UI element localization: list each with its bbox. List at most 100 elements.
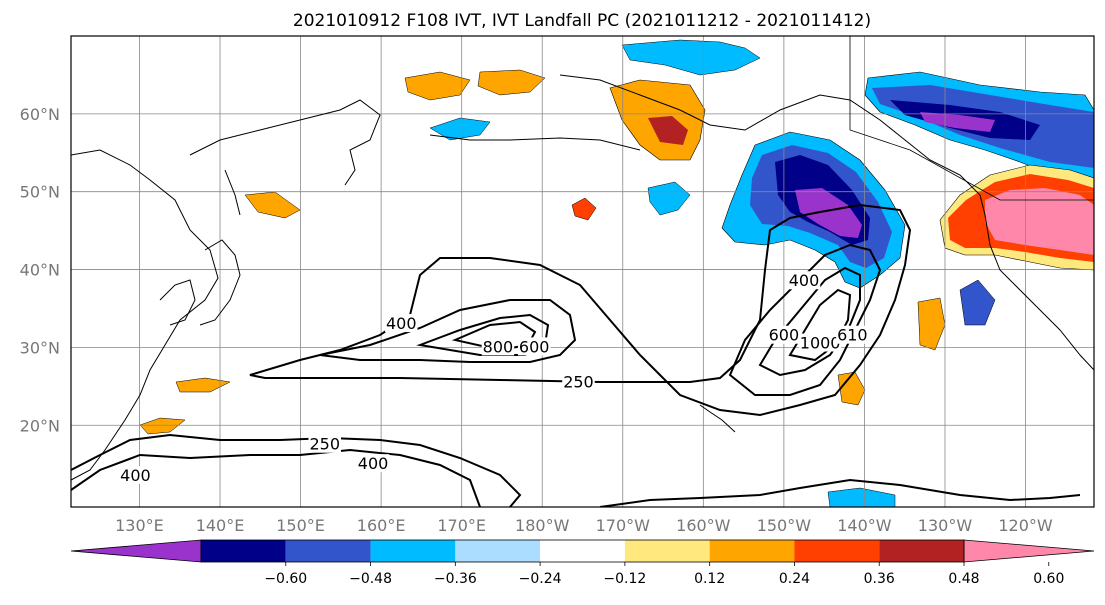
contour-label: 600 bbox=[769, 326, 800, 345]
longitude-label: 160°E bbox=[357, 516, 406, 535]
coastline-east-asia bbox=[71, 149, 219, 481]
negative-anomaly-british-columbia-max bbox=[920, 112, 995, 132]
colorbar-tick-label: 0.48 bbox=[948, 571, 979, 587]
positive-anomaly-japan-east bbox=[244, 191, 301, 219]
colorbar-extend-high bbox=[963, 539, 1095, 563]
coastline-kamchatka-siberia bbox=[189, 99, 381, 186]
contour-east-max bbox=[788, 288, 852, 362]
coastline-korea bbox=[159, 279, 196, 326]
coastline-aleutians bbox=[429, 134, 641, 151]
contour-east-far bbox=[599, 478, 1081, 507]
colorbar-segment bbox=[370, 540, 456, 562]
colorbar-segment bbox=[285, 540, 371, 562]
longitude-labels: 130°E 140°E 150°E 160°E 170°E 180°W 170°W 160°W… bbox=[115, 516, 1053, 535]
shading-layer bbox=[139, 39, 1094, 507]
colorbar-tick-label: 0.12 bbox=[694, 571, 725, 587]
latitude-label: 40°N bbox=[20, 261, 60, 280]
coastline-japan bbox=[199, 239, 241, 326]
contour-400-west bbox=[319, 299, 577, 363]
contour-label-bg bbox=[767, 325, 801, 344]
colorbar-tick-label: 0.60 bbox=[1033, 571, 1064, 587]
longitude-label: 130°W bbox=[918, 516, 973, 535]
longitude-label: 160°W bbox=[676, 516, 731, 535]
contour-label: 400 bbox=[358, 454, 389, 473]
longitude-label: 170°E bbox=[437, 516, 486, 535]
latitude-label: 30°N bbox=[20, 338, 60, 357]
latitude-label: 20°N bbox=[20, 416, 60, 435]
positive-anomaly-subarctic bbox=[404, 71, 471, 101]
positive-anomaly-subtropics-east-2 bbox=[917, 297, 946, 351]
colorbar-segment bbox=[709, 540, 795, 562]
positive-anomaly-bering-core bbox=[648, 116, 688, 145]
longitude-label: 120°W bbox=[998, 516, 1053, 535]
contour-label-bg bbox=[385, 314, 418, 333]
longitude-label: 170°W bbox=[596, 516, 651, 535]
map-title: 2021010912 F108 IVT, IVT Landfall PC (20… bbox=[293, 11, 871, 31]
contour-east-core bbox=[758, 266, 861, 377]
negative-anomaly-mid-pacific bbox=[647, 181, 691, 216]
latitude-label: 50°N bbox=[20, 183, 60, 202]
positive-anomaly-subtropics-east bbox=[837, 371, 866, 406]
contour-label-bg bbox=[119, 465, 152, 484]
longitude-label: 150°W bbox=[757, 516, 812, 535]
contour-label-bg bbox=[836, 325, 869, 344]
border-canada-us bbox=[849, 36, 1094, 201]
longitude-label: 140°W bbox=[837, 516, 892, 535]
contour-label: 1000 bbox=[800, 334, 841, 353]
contour-east-inner bbox=[728, 243, 882, 396]
positive-anomaly-central bbox=[571, 197, 597, 221]
colorbar-tick-label: −0.12 bbox=[603, 571, 646, 587]
coastline-sakhalin bbox=[224, 169, 241, 216]
contour-250-west bbox=[249, 203, 912, 417]
colorbar-tick-label: −0.36 bbox=[434, 571, 477, 587]
colorbar-segment bbox=[455, 540, 541, 562]
latitude-labels: 60°N 50°N 40°N 30°N 20°N bbox=[20, 105, 60, 435]
colorbar-tick-label: 0.24 bbox=[779, 571, 810, 587]
colorbar-segment bbox=[201, 540, 286, 562]
longitude-label: 150°E bbox=[276, 516, 325, 535]
longitude-label: 180°W bbox=[515, 516, 570, 535]
latitude-label: 60°N bbox=[20, 105, 60, 124]
contour-label: 600 bbox=[519, 337, 550, 356]
negative-anomaly-gulf-of-alaska-max bbox=[795, 188, 862, 238]
contour-label: 800 bbox=[483, 337, 514, 356]
contour-label-bg bbox=[517, 337, 551, 356]
contour-label-bg bbox=[308, 434, 341, 453]
longitude-label: 140°E bbox=[196, 516, 245, 535]
coastline-hawaii bbox=[699, 404, 736, 433]
contour-label: 400 bbox=[789, 271, 820, 290]
contour-label: 250 bbox=[309, 435, 340, 454]
contour-label-bg bbox=[356, 454, 390, 473]
colorbar-frame bbox=[200, 539, 965, 563]
contour-label: 400 bbox=[386, 314, 417, 333]
map-frame bbox=[70, 35, 1095, 508]
negative-anomaly-mexico-coast bbox=[959, 279, 996, 326]
contour-label: 250 bbox=[563, 372, 594, 391]
colorbar-tick-label: 0.36 bbox=[864, 571, 895, 587]
contour-label: 400 bbox=[120, 466, 151, 485]
colorbar-segment bbox=[879, 540, 964, 562]
coastlines bbox=[71, 36, 1094, 481]
contour-label-bg bbox=[799, 333, 842, 352]
negative-anomaly-sea-of-okhotsk bbox=[429, 117, 491, 141]
longitude-label: 130°E bbox=[115, 516, 164, 535]
negative-anomaly-southeast bbox=[827, 487, 896, 507]
positive-anomaly-west-tropics bbox=[139, 417, 186, 435]
coastline-alaska bbox=[559, 74, 1094, 371]
graticule bbox=[71, 36, 1094, 507]
colorbar-tick-label: −0.60 bbox=[264, 571, 307, 587]
colorbar-tick-label: −0.24 bbox=[519, 571, 562, 587]
contour-label-bg bbox=[787, 271, 821, 290]
contour-label-bg bbox=[481, 337, 515, 356]
positive-anomaly-subarctic-2 bbox=[477, 69, 546, 96]
contour-label-bg bbox=[562, 372, 595, 391]
colorbar-extend-low bbox=[70, 539, 202, 563]
colorbar-segment bbox=[624, 540, 710, 562]
positive-anomaly-pacific-northwest-core bbox=[985, 188, 1094, 255]
negative-anomaly-bering-north bbox=[621, 39, 761, 76]
colorbar: −0.60 −0.48 −0.36 −0.24 −0.12 0.12 0.24 0.36 0.4… bbox=[70, 539, 1095, 587]
colorbar-tick-label: −0.48 bbox=[349, 571, 392, 587]
